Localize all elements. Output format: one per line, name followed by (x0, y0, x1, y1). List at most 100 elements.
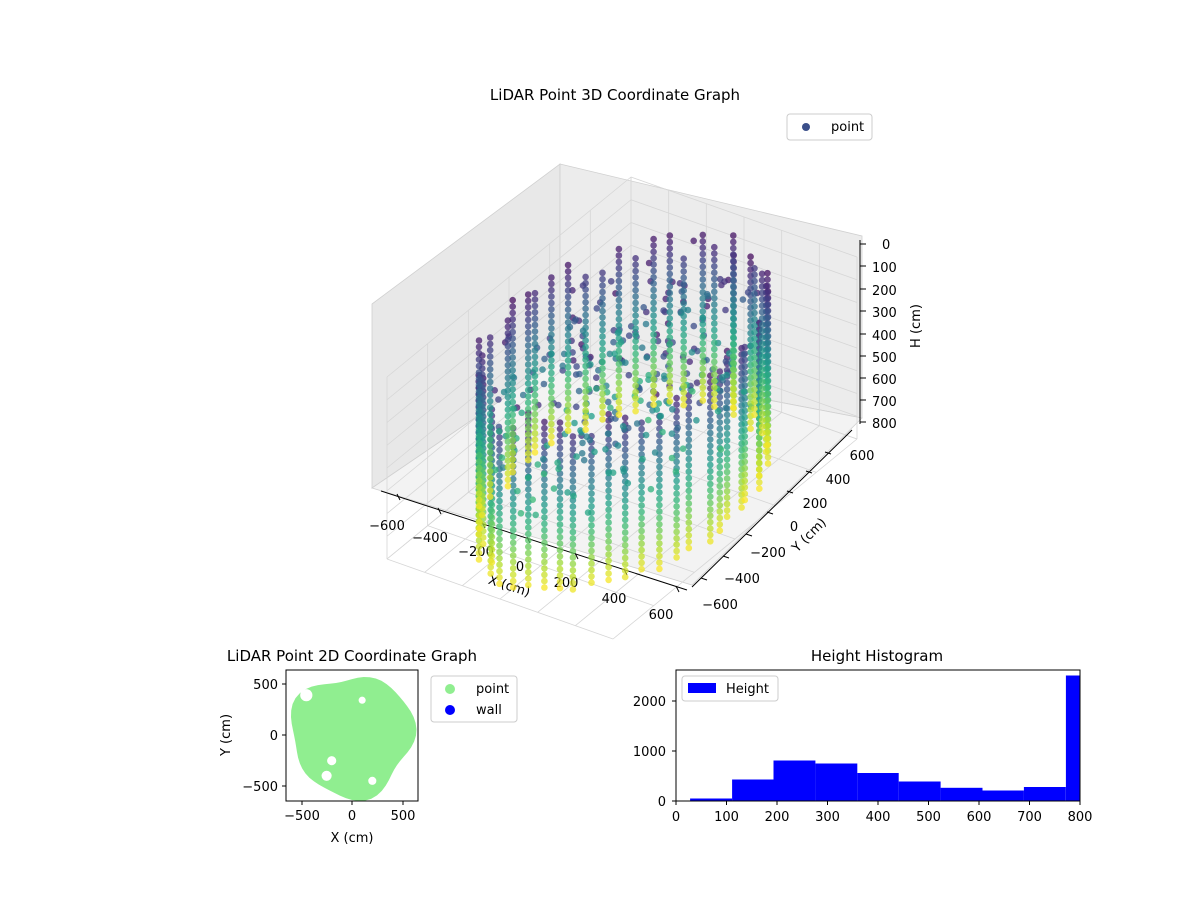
point-marker (680, 376, 687, 384)
point-marker (525, 537, 532, 544)
point-marker (680, 280, 687, 288)
point-marker (716, 508, 724, 515)
point-marker (541, 431, 548, 438)
point-marker (496, 472, 503, 479)
point-marker (548, 325, 555, 332)
legend-3d: point (786, 113, 873, 141)
point-marker (504, 482, 512, 490)
point-marker (588, 534, 595, 542)
point-marker (751, 322, 758, 330)
point-marker (509, 507, 517, 515)
point-marker (680, 255, 687, 262)
point-marker (588, 566, 595, 574)
point-marker (741, 343, 749, 351)
point-marker (531, 410, 539, 418)
point-marker (488, 508, 496, 515)
point-marker (548, 337, 555, 345)
point-marker (509, 577, 517, 585)
point-marker (711, 345, 718, 353)
point-marker (599, 339, 606, 347)
point-marker (758, 410, 766, 418)
point-marker (764, 314, 771, 322)
point-marker (638, 546, 645, 554)
point-marker (758, 423, 766, 431)
point-marker (509, 373, 516, 380)
point-marker (666, 270, 674, 278)
point-marker (573, 403, 580, 411)
point-marker (711, 358, 718, 366)
point-marker (680, 363, 687, 371)
point-marker (764, 327, 771, 334)
point-marker (509, 430, 516, 438)
point-marker (541, 526, 548, 534)
point-marker (751, 316, 758, 323)
point-marker (531, 296, 539, 303)
point-marker (475, 375, 483, 383)
point-marker (541, 571, 548, 579)
point-marker (602, 446, 609, 453)
point-marker (525, 479, 532, 487)
point-marker (599, 288, 606, 296)
point-marker (541, 507, 548, 515)
point-marker (690, 322, 698, 330)
point-marker (475, 420, 483, 427)
point-marker (656, 527, 663, 534)
point-marker (559, 367, 566, 374)
point-marker (640, 304, 647, 311)
point-marker (486, 480, 494, 488)
tick-label: 100 (872, 261, 897, 276)
point-marker (541, 584, 548, 591)
point-marker (707, 474, 714, 481)
grid-line (590, 391, 817, 473)
point-marker (711, 269, 718, 277)
point-marker (599, 320, 606, 328)
point-marker (525, 581, 532, 589)
point-marker (509, 462, 516, 470)
point-marker (576, 370, 583, 378)
gap (300, 689, 313, 702)
point-marker (716, 425, 724, 433)
y-axis-label-2d: Y (cm) (219, 714, 234, 757)
point-marker (666, 398, 674, 405)
point-marker (504, 476, 512, 484)
point-marker (680, 338, 687, 345)
point-marker (638, 521, 645, 528)
point-marker (730, 321, 737, 329)
point-marker (758, 366, 766, 373)
chart-2d-title: LiDAR Point 2D Coordinate Graph (227, 647, 477, 665)
point-marker (755, 446, 763, 454)
point-marker (699, 333, 707, 341)
point-marker (621, 452, 629, 460)
point-marker (673, 445, 680, 453)
point-marker (605, 436, 612, 444)
point-marker (758, 283, 766, 290)
point-cloud-2d (291, 677, 417, 801)
point-marker (632, 350, 639, 358)
point-marker (582, 356, 589, 364)
point-cloud (475, 231, 772, 593)
point-marker (599, 307, 606, 315)
point-marker (605, 563, 612, 571)
point-marker (723, 488, 731, 495)
tick-label: 400 (826, 473, 851, 488)
point-marker (621, 516, 629, 524)
point-marker (582, 330, 589, 338)
point-marker (509, 437, 516, 444)
point-marker (632, 274, 639, 281)
point-marker (680, 382, 687, 390)
point-marker (711, 396, 718, 404)
point-marker (680, 401, 687, 409)
point-marker (556, 489, 564, 496)
point-marker (666, 245, 674, 252)
point-marker (525, 505, 532, 512)
point-marker (711, 326, 718, 334)
point-marker (650, 388, 657, 396)
point-marker (556, 508, 564, 515)
point-marker (711, 294, 718, 302)
point-marker (591, 448, 598, 456)
point-marker (548, 401, 555, 409)
point-marker (609, 469, 617, 477)
point-marker (476, 518, 483, 526)
y-axis-line (691, 429, 853, 588)
point-marker (632, 312, 639, 319)
